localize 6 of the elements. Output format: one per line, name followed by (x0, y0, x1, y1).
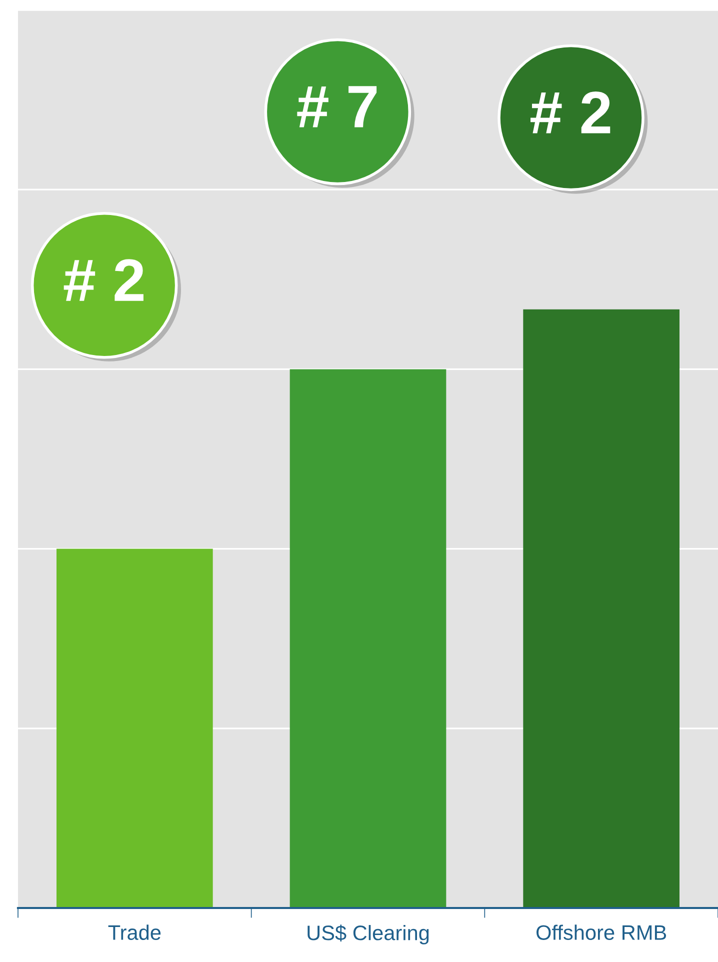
x-tick-label: Trade (108, 924, 161, 940)
x-tick-label: Offshore RMB (536, 924, 666, 940)
x-tick-label: US$ Clearing (308, 924, 429, 944)
text: # 2 (530, 92, 610, 134)
text: # 7 (297, 86, 377, 128)
text: # 2 (64, 259, 144, 301)
